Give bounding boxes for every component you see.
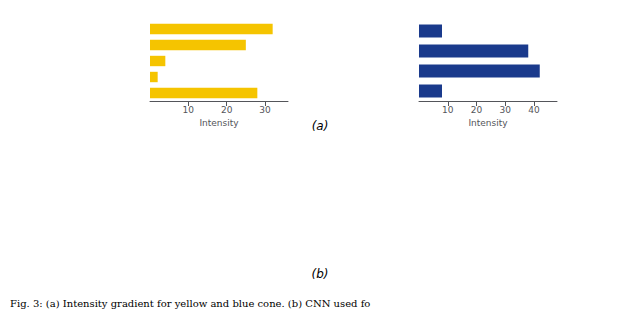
svg-text:Fig. 3: (a) Intensity gradient: Fig. 3: (a) Intensity gradient for yello… (10, 298, 370, 309)
svg-text:30: 30 (500, 105, 512, 115)
svg-text:(a): (a) (312, 119, 329, 133)
svg-text:40: 40 (528, 105, 540, 115)
svg-text:Intensity: Intensity (468, 118, 508, 128)
svg-text:Intensity: Intensity (199, 118, 239, 128)
svg-text:10: 10 (183, 105, 195, 115)
svg-text:20: 20 (471, 105, 483, 115)
svg-text:(b): (b) (312, 267, 329, 281)
svg-text:10: 10 (442, 105, 454, 115)
svg-text:20: 20 (221, 105, 233, 115)
svg-text:30: 30 (259, 105, 271, 115)
